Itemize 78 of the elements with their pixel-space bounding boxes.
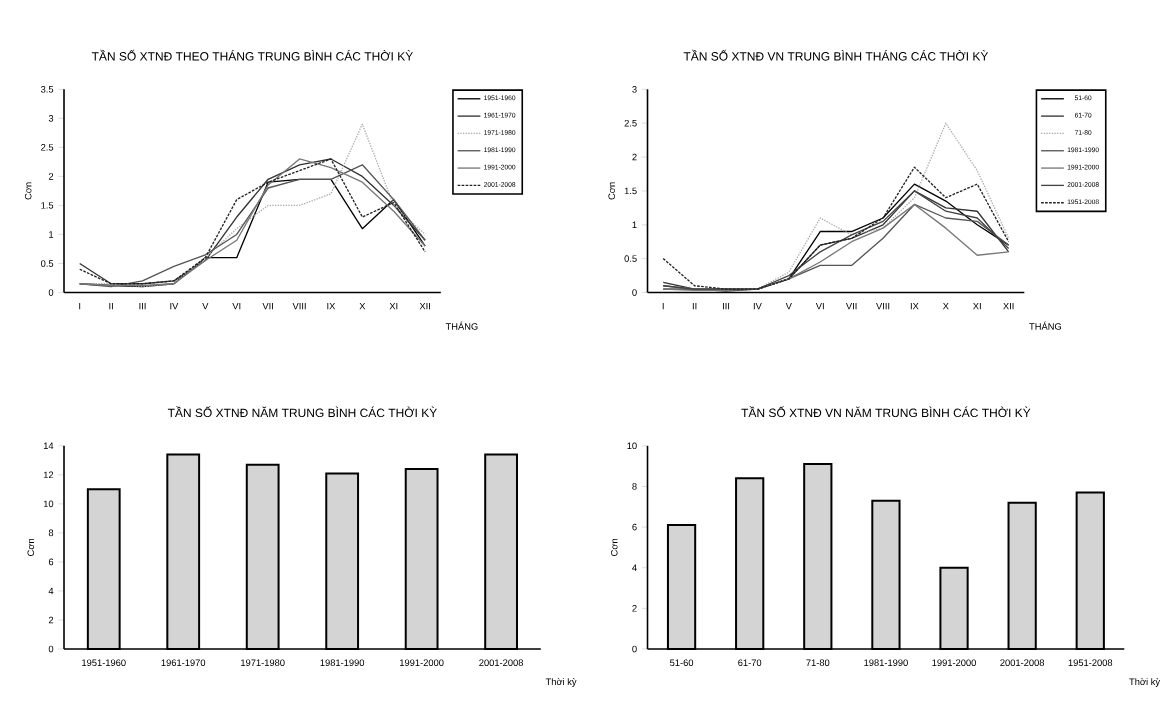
y-tick-label: 10: [43, 500, 54, 508]
chart-title: TẦN SỐ XTNĐ NĂM TRUNG BÌNH CÁC THỜI KỲ: [167, 406, 437, 418]
y-tick-label: 1.5: [41, 202, 54, 209]
y-tick-label: 6: [48, 558, 54, 566]
x-tick-label: 1981-1990: [320, 659, 365, 666]
chart-title: TẦN SỐ XTNĐ VN TRUNG BÌNH THÁNG CÁC THỜI KỲ: [683, 49, 989, 61]
y-tick-label: 8: [632, 483, 637, 490]
x-tick-label: IV: [170, 302, 179, 310]
x-tick-label: VIII: [876, 302, 890, 310]
x-axis-title: THÁNG: [1029, 321, 1062, 330]
y-tick-label: 14: [43, 442, 54, 450]
x-tick-label: III: [722, 302, 730, 310]
x-tick-label: X: [359, 302, 366, 310]
chart-title: TẦN SỐ XTNĐ VN NĂM TRUNG BÌNH CÁC THỜI KỲ: [741, 406, 1031, 418]
y-tick-label: 2: [48, 173, 54, 180]
x-tick-label: VII: [845, 302, 857, 310]
x-axis-title: Thời kỳ: [545, 678, 577, 687]
y-tick-label: 0.5: [624, 255, 637, 262]
y-tick-label: 2: [632, 153, 637, 161]
x-tick-label: 1991-2000: [400, 659, 444, 666]
x-tick-label: X: [942, 302, 949, 310]
y-tick-label: 8: [48, 529, 54, 537]
x-tick-label: V: [785, 302, 792, 310]
x-tick-label: III: [139, 302, 146, 310]
y-tick-label: 1.5: [624, 187, 637, 195]
x-tick-label: 1991-2000: [932, 659, 976, 666]
x-tick-label: VI: [232, 302, 241, 310]
y-tick-label: 3: [632, 86, 637, 93]
x-tick-label: II: [692, 302, 697, 310]
x-tick-label: I: [662, 302, 664, 310]
x-tick-label: 2001-2008: [1000, 659, 1045, 666]
x-tick-label: 2001-2008: [479, 659, 524, 666]
x-tick-label: VII: [262, 302, 273, 310]
y-tick-label: 0: [632, 289, 637, 296]
y-tick-label: 0: [48, 645, 54, 653]
x-axis-title: THÁNG: [445, 321, 478, 330]
x-tick-label: 1981-1990: [864, 659, 908, 666]
y-axis-title: Cơn: [27, 538, 35, 556]
y-tick-label: 6: [632, 523, 637, 531]
x-tick-label: 1951-2008: [1068, 659, 1113, 666]
x-tick-label: II: [109, 302, 113, 310]
y-tick-label: 0.5: [40, 260, 54, 267]
y-tick-label: 12: [43, 471, 54, 479]
y-tick-label: 1: [632, 221, 637, 228]
x-tick-label: V: [202, 302, 209, 310]
x-tick-label: IX: [327, 302, 336, 310]
x-tick-label: VI: [815, 302, 824, 310]
y-axis-title: Cơn: [608, 182, 615, 200]
y-tick-label: 2: [632, 605, 637, 612]
x-tick-label: 61-70: [738, 659, 762, 666]
y-axis-title: Cơn: [24, 182, 32, 200]
y-tick-label: 2.5: [624, 119, 637, 127]
y-tick-label: 0: [632, 645, 637, 653]
y-tick-label: 4: [632, 564, 637, 571]
x-tick-label: XI: [389, 302, 398, 310]
y-axis-title: Cơn: [610, 538, 618, 556]
y-tick-label: 3.5: [40, 86, 54, 93]
y-tick-label: 1: [49, 231, 54, 238]
x-tick-label: XII: [419, 302, 430, 310]
x-tick-label: 1961-1970: [161, 659, 206, 666]
x-tick-label: I: [79, 302, 81, 310]
y-tick-label: 2: [48, 616, 54, 624]
y-tick-label: 2.5: [41, 144, 54, 151]
x-axis-title: Thời kỳ: [1129, 678, 1161, 687]
x-tick-label: 51-60: [670, 659, 694, 666]
x-tick-label: IV: [753, 302, 762, 310]
x-tick-label: 1971-1980: [241, 659, 285, 666]
y-tick-label: 4: [48, 587, 54, 595]
chart-title: TẦN SỐ XTNĐ THEO THÁNG TRUNG BÌNH CÁC THỜI KỲ: [91, 49, 413, 61]
x-tick-label: 71-80: [806, 659, 830, 666]
x-tick-label: XI: [973, 302, 981, 310]
x-tick-label: 1951-1960: [82, 659, 126, 666]
y-tick-label: 0: [48, 289, 54, 296]
y-tick-label: 10: [627, 442, 637, 450]
x-tick-label: XII: [1003, 302, 1014, 310]
y-tick-label: 3: [48, 115, 54, 122]
x-tick-label: VIII: [292, 302, 306, 310]
x-tick-label: IX: [910, 302, 919, 310]
